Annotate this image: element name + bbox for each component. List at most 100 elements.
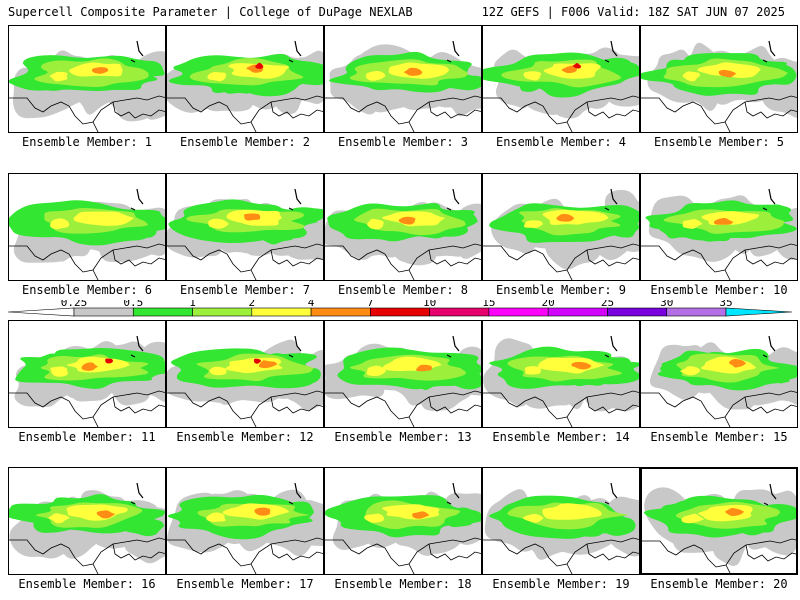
lake-outline [769, 483, 777, 500]
ensemble-member-label: Ensemble Member: 16 [18, 577, 156, 591]
ensemble-member-label: Ensemble Member: 17 [176, 577, 314, 591]
ensemble-member-map[interactable] [166, 25, 324, 133]
ensemble-member-label: Ensemble Member: 3 [337, 135, 469, 149]
scale-color-bin [370, 307, 430, 317]
scp-contour-2 [542, 209, 609, 225]
scp-contour-2 [49, 71, 68, 82]
lake-outline [604, 59, 610, 63]
ensemble-member-map[interactable] [8, 173, 166, 281]
coastline [724, 396, 797, 427]
scp-field-map [167, 482, 323, 574]
scp-field-map [483, 188, 639, 280]
lake-outline [130, 354, 136, 358]
scp-contour-7 [105, 358, 114, 364]
ensemble-member-map[interactable] [640, 320, 798, 428]
coastline [566, 249, 639, 280]
state-boundary-line [483, 390, 639, 420]
ensemble-member-map[interactable] [640, 467, 798, 575]
ensemble-member-map[interactable] [640, 173, 798, 281]
ensemble-member-map[interactable] [482, 173, 640, 281]
ensemble-member-label: Ensemble Member: 5 [653, 135, 785, 149]
state-boundary-line [325, 243, 481, 273]
ensemble-member-map[interactable] [482, 320, 640, 428]
state-boundary-line [167, 243, 323, 273]
scale-tick-label: 7 [367, 300, 374, 309]
coastline [408, 101, 481, 132]
ensemble-member-label: Ensemble Member: 20 [650, 577, 788, 591]
coastline [92, 396, 165, 427]
coastline [250, 396, 323, 427]
coastline [566, 543, 639, 574]
lake-outline [768, 335, 776, 352]
lake-outline [452, 482, 460, 499]
coastline [724, 101, 797, 132]
scp-contour-2 [206, 512, 226, 522]
scp-field-map [325, 188, 481, 280]
ensemble-member-label: Ensemble Member: 10 [650, 283, 788, 297]
lake-outline [446, 59, 452, 63]
ensemble-member-map[interactable] [640, 25, 798, 133]
scp-field-map [642, 483, 796, 573]
scp-field-map [641, 335, 797, 427]
scp-field-map [9, 482, 165, 574]
scp-field-map [325, 482, 481, 574]
lake-outline [130, 501, 136, 505]
scp-contour-4 [571, 361, 592, 370]
scp-contour-4 [718, 69, 737, 78]
ensemble-member-map[interactable] [324, 173, 482, 281]
ensemble-member-map[interactable] [482, 25, 640, 133]
scale-color-bin [132, 307, 193, 317]
ensemble-member-map[interactable] [166, 320, 324, 428]
state-boundary-line [325, 537, 481, 567]
coastline [724, 249, 797, 280]
state-boundary-line [167, 390, 323, 420]
lake-outline [768, 188, 776, 205]
ensemble-member-map[interactable] [8, 467, 166, 575]
coastline [250, 543, 323, 574]
lake-outline [446, 501, 452, 505]
ensemble-member-map[interactable] [166, 173, 324, 281]
ensemble-member-label: Ensemble Member: 6 [21, 283, 153, 297]
ensemble-member-label: Ensemble Member: 2 [179, 135, 311, 149]
state-boundary-line [325, 95, 481, 125]
ensemble-member-map[interactable] [324, 320, 482, 428]
coastline [725, 544, 796, 573]
scale-tick-label: 1 [189, 300, 196, 309]
coastline [92, 543, 165, 574]
coastline [250, 249, 323, 280]
coastline [250, 101, 323, 132]
ensemble-member-map[interactable] [8, 320, 166, 428]
state-boundary-line [9, 243, 165, 273]
scp-contour-2 [366, 365, 387, 376]
coastline [566, 396, 639, 427]
scp-contour-4 [254, 507, 271, 516]
scale-tick-label: 10 [423, 300, 436, 309]
ensemble-member-map[interactable] [8, 25, 166, 133]
lake-outline [136, 40, 144, 57]
scp-contour-7 [253, 358, 262, 364]
coastline [408, 249, 481, 280]
scale-tick-label: 0.25 [61, 300, 88, 309]
ensemble-member-label: Ensemble Member: 11 [18, 430, 156, 444]
lake-outline [136, 335, 144, 352]
ensemble-member-map[interactable] [324, 25, 482, 133]
lake-outline [288, 354, 294, 358]
lake-outline [610, 482, 618, 499]
lake-outline [763, 502, 769, 506]
lake-outline [762, 354, 768, 358]
model-run-valid-time: 12Z GEFS | F006 Valid: 18Z SAT JUN 07 20… [481, 5, 785, 19]
lake-outline [610, 188, 618, 205]
state-boundary-line [641, 243, 797, 273]
lake-outline [762, 59, 768, 63]
state-boundary-line [641, 95, 797, 125]
ensemble-member-map[interactable] [482, 467, 640, 575]
ensemble-member-map[interactable] [166, 467, 324, 575]
scp-field-map [9, 188, 165, 280]
map-title: Supercell Composite Parameter | College … [8, 5, 413, 19]
scp-contour-2 [698, 504, 753, 522]
scale-color-bin [73, 307, 134, 317]
scale-low-arrow [8, 307, 75, 317]
lake-outline [136, 188, 144, 205]
ensemble-member-label: Ensemble Member: 7 [179, 283, 311, 297]
ensemble-member-map[interactable] [324, 467, 482, 575]
